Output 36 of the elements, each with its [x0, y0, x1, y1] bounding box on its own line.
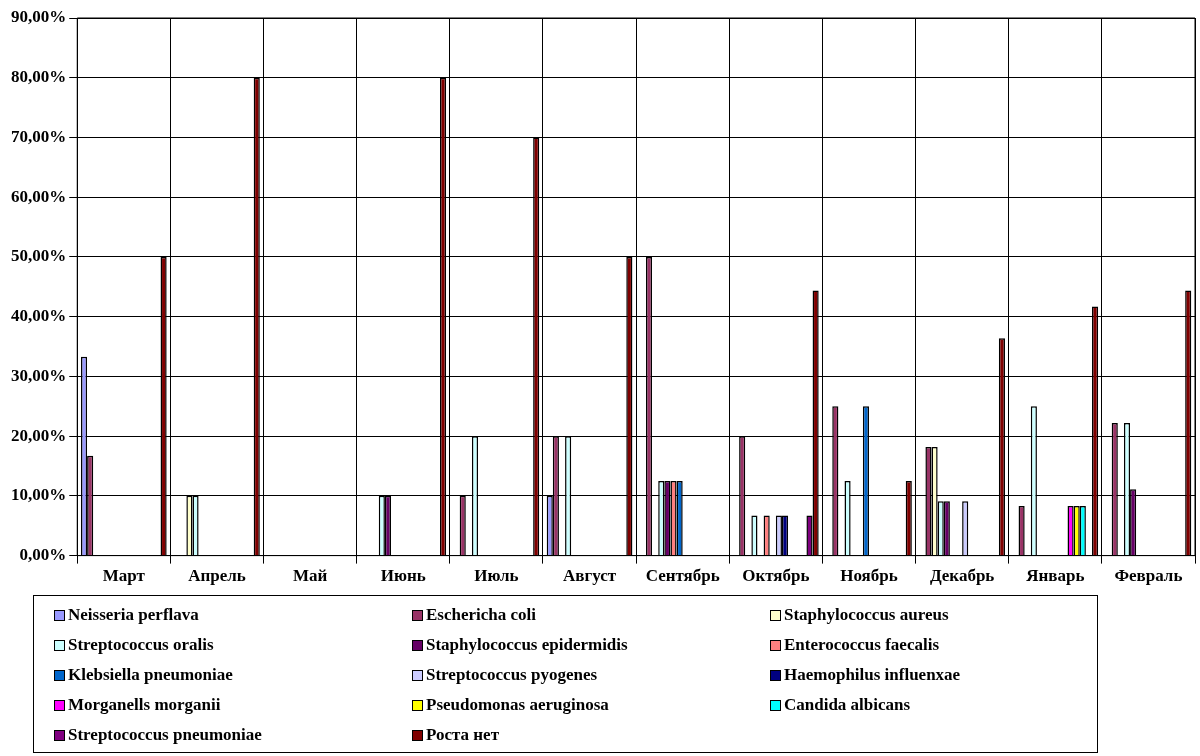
y-tick-label: 80,00%: [11, 67, 67, 87]
legend-label: Candida albicans: [784, 695, 911, 715]
x-tick-label: Сентябрь: [645, 566, 720, 586]
legend-label: Staphylococcus aureus: [784, 605, 949, 625]
legend-label: Staphylococcus epidermidis: [426, 635, 628, 655]
legend-label: Pseudomonas aeruginosa: [426, 695, 609, 715]
legend-label: Streptococcus oralis: [68, 635, 214, 655]
y-tick-label: 40,00%: [11, 306, 67, 326]
y-tick-label: 60,00%: [11, 186, 67, 206]
legend-label: Klebsiella pneumoniae: [68, 665, 233, 685]
x-tick-label: Март: [102, 566, 146, 586]
x-tick-label: Ноябрь: [840, 566, 898, 586]
y-tick-label: 30,00%: [11, 365, 67, 385]
legend-label: Streptococcus pneumoniae: [68, 725, 262, 745]
legend-label: Morganells morganii: [68, 695, 221, 715]
y-tick-label: 50,00%: [11, 246, 67, 266]
legend-label: Роста нет: [426, 725, 500, 745]
y-tick-label: 10,00%: [11, 485, 67, 505]
x-tick-label: Октябрь: [742, 566, 810, 586]
legend-label: Neisseria perflava: [68, 605, 199, 625]
x-tick-label: Февраль: [1114, 566, 1183, 586]
x-tick-label: Июль: [474, 566, 519, 586]
y-tick-label: 20,00%: [11, 425, 67, 445]
x-tick-label: Май: [292, 566, 328, 586]
x-tick-label: Апрель: [188, 566, 246, 586]
legend-label: Streptococcus pyogenes: [426, 665, 598, 685]
legend-label: Haemophilus influenxae: [784, 665, 961, 685]
x-tick-label: Январь: [1026, 566, 1085, 586]
y-tick-label: 0,00%: [19, 544, 67, 564]
y-tick-label: 90,00%: [11, 7, 67, 27]
x-tick-label: Август: [563, 566, 617, 586]
y-tick-label: 70,00%: [11, 126, 67, 146]
x-tick-label: Декабрь: [929, 566, 995, 586]
x-tick-label: Июнь: [380, 566, 426, 586]
legend-label: Eschericha coli: [426, 605, 537, 625]
legend-label: Enterococcus faecalis: [784, 635, 940, 655]
